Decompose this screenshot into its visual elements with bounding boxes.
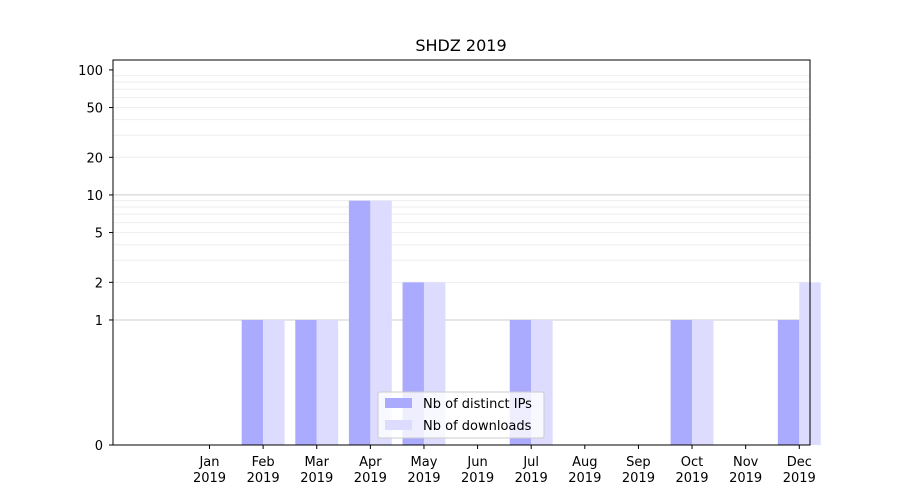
x-tick-label: May 2019 <box>407 455 440 486</box>
bar-distinct-ips <box>670 319 693 445</box>
y-tick-label: 20 <box>86 151 103 166</box>
legend: Nb of distinct IPs Nb of downloads <box>377 391 545 439</box>
x-tick-label: Mar 2019 <box>300 455 333 486</box>
x-tick-label: Jul 2019 <box>515 455 548 486</box>
y-tick-label: 0 <box>95 439 103 454</box>
y-tick-label: 100 <box>78 64 103 79</box>
x-tick-label: Feb 2019 <box>247 455 280 486</box>
x-tick-label: Jun 2019 <box>461 455 494 486</box>
legend-frame <box>377 391 545 439</box>
plot-area <box>112 59 811 446</box>
y-tick-label: 5 <box>95 227 103 242</box>
y-tick-label: 50 <box>86 102 103 117</box>
bar-downloads <box>316 319 339 445</box>
x-tick-label: Nov 2019 <box>729 455 762 486</box>
y-tick-label: 2 <box>95 276 103 291</box>
legend-swatch-downloads <box>385 420 412 430</box>
x-tick-label: Oct 2019 <box>675 455 708 486</box>
bar-distinct-ips <box>777 319 800 445</box>
bar-downloads <box>263 319 285 445</box>
x-tick-label: Apr 2019 <box>354 455 387 486</box>
bar-distinct-ips <box>348 200 371 445</box>
legend-swatch-distinct-ips <box>385 398 412 408</box>
chart-title: SHDZ 2019 <box>415 36 506 55</box>
grid-lines <box>113 75 810 321</box>
x-tick-label: Sep 2019 <box>622 455 655 486</box>
legend-label-downloads: Nb of downloads <box>423 419 532 434</box>
bar-downloads <box>692 319 714 445</box>
x-tick-label: Dec 2019 <box>783 455 816 486</box>
x-tick-label: Aug 2019 <box>568 455 601 486</box>
bar-distinct-ips <box>241 319 264 445</box>
legend-label-distinct-ips: Nb of distinct IPs <box>423 397 532 412</box>
bar-distinct-ips <box>295 319 317 445</box>
x-tick-label: Jan 2019 <box>193 455 226 486</box>
y-tick-label: 10 <box>86 189 103 204</box>
y-axis: 0 1 2 5 10 20 50 100 <box>78 64 113 454</box>
x-axis: Jan 2019 Feb 2019 Mar 2019 Apr 2019 May 2019 Jun 20… <box>193 445 816 486</box>
y-tick-label: 1 <box>95 314 103 329</box>
bar-downloads <box>370 200 392 445</box>
